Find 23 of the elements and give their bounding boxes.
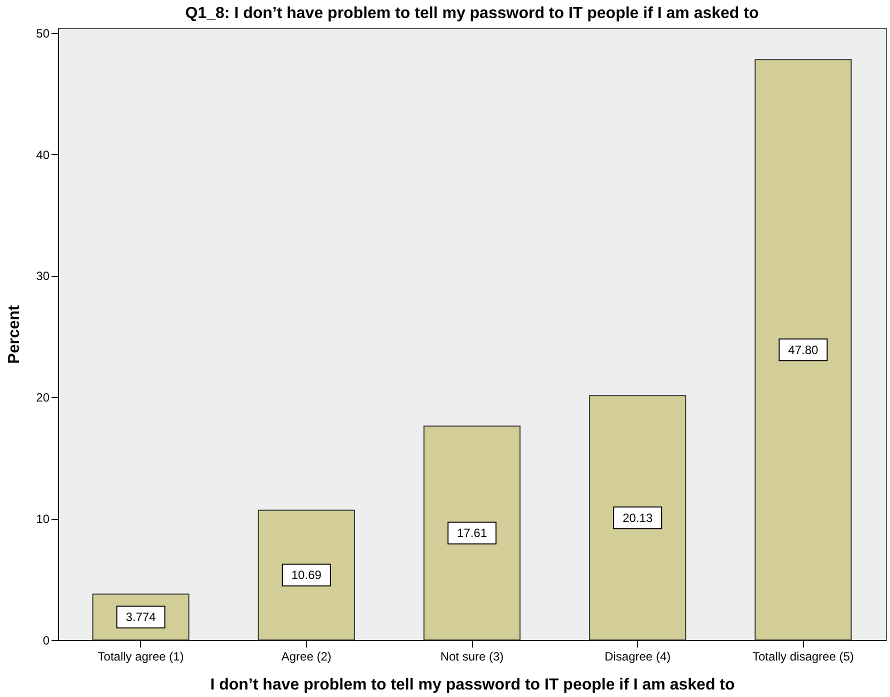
chart-title: Q1_8: I don’t have problem to tell my password to IT people if I am asked to: [185, 4, 759, 22]
bar: [423, 426, 521, 640]
y-tick-label: 10: [36, 512, 50, 526]
data-label: 17.61: [456, 526, 488, 540]
data-label: 10.69: [291, 568, 322, 582]
y-tick-label: 30: [36, 269, 50, 284]
y-tick-label: 50: [36, 26, 50, 40]
x-tick-label: Totally disagree (5): [752, 650, 854, 664]
x-tick-label: Agree (2): [281, 650, 332, 664]
data-label: 3.774: [126, 610, 156, 624]
x-axis-title: I don’t have problem to tell my password to IT people if I am asked to: [210, 676, 735, 694]
y-tick-label: 20: [36, 390, 50, 405]
y-tick-label: 40: [36, 148, 50, 162]
bar: [258, 510, 355, 640]
bar: [589, 395, 686, 640]
x-tick-label: Not sure (3): [440, 650, 504, 664]
bar: [754, 59, 852, 640]
y-axis-title: Percent: [6, 304, 24, 364]
data-label: 47.80: [788, 342, 819, 357]
y-tick-label: 0: [42, 634, 50, 648]
data-label: 20.13: [622, 510, 653, 525]
x-tick-label: Totally agree (1): [98, 650, 184, 664]
x-tick-label: Disagree (4): [604, 650, 671, 664]
